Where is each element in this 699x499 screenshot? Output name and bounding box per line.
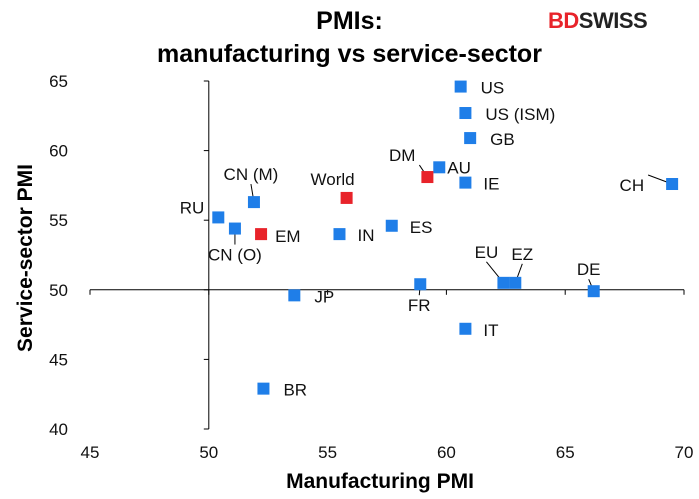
point-label-ch: CH — [620, 176, 645, 195]
point-label-us: US — [481, 79, 505, 98]
point-label-fr: FR — [408, 296, 431, 315]
point-label-it: IT — [483, 321, 498, 340]
point-marker-dm — [421, 171, 434, 184]
point-marker-de — [587, 285, 600, 298]
point-label-gb: GB — [490, 130, 515, 149]
point-marker-jp — [288, 289, 301, 302]
point-marker-ie — [459, 176, 472, 189]
y-tick-label: 45 — [49, 350, 68, 369]
point-label-dm: DM — [389, 146, 415, 165]
point-label-jp: JP — [314, 287, 334, 306]
point-label-us-ism: US (ISM) — [485, 105, 555, 124]
point-marker-it — [459, 322, 472, 335]
point-marker-es — [385, 219, 398, 232]
y-tick-label: 50 — [49, 281, 68, 300]
x-tick-label: 70 — [675, 443, 694, 462]
point-label-em: EM — [275, 227, 301, 246]
chart-title: PMIs: — [316, 7, 383, 35]
point-marker-in — [333, 228, 346, 241]
x-tick-label: 65 — [556, 443, 575, 462]
point-marker-cn-m — [247, 196, 260, 209]
point-marker-em — [255, 228, 268, 241]
x-tick-label: 45 — [81, 443, 100, 462]
point-marker-us-ism — [459, 107, 472, 120]
y-tick-label: 40 — [49, 420, 68, 439]
point-marker-eu — [497, 276, 510, 289]
chart-subtitle: manufacturing vs service-sector — [157, 40, 542, 68]
point-marker-cn-o — [228, 222, 241, 235]
brand-logo-part1: BD — [548, 8, 579, 33]
point-label-au: AU — [447, 158, 471, 177]
y-tick-label: 55 — [49, 211, 68, 230]
x-tick-label: 55 — [318, 443, 337, 462]
y-tick-label: 60 — [49, 142, 68, 161]
x-tick-label: 50 — [199, 443, 218, 462]
y-axis-label: Service-sector PMI — [14, 164, 37, 352]
point-label-eu: EU — [475, 243, 499, 262]
x-axis-label: Manufacturing PMI — [286, 470, 474, 493]
point-marker-au — [433, 161, 446, 174]
point-marker-gb — [464, 132, 477, 145]
point-label-ez: EZ — [511, 245, 533, 264]
point-label-de: DE — [577, 260, 601, 279]
point-marker-us — [454, 80, 467, 93]
x-tick-label: 60 — [437, 443, 456, 462]
brand-logo-part2: SWISS — [578, 8, 648, 33]
y-tick-label: 65 — [49, 72, 68, 91]
point-marker-br — [257, 382, 270, 395]
point-label-cn-o: CN (O) — [208, 246, 262, 265]
point-label-world: World — [311, 170, 355, 189]
point-label-cn-m: CN (M) — [224, 165, 279, 184]
point-label-ie: IE — [483, 175, 499, 194]
point-marker-world — [340, 191, 353, 204]
point-marker-ch — [666, 178, 679, 191]
point-label-es: ES — [410, 218, 433, 237]
point-label-br: BR — [283, 381, 307, 400]
point-marker-ez — [509, 276, 522, 289]
brand-logo: BDSWISS — [548, 8, 648, 34]
point-marker-fr — [414, 278, 427, 291]
point-label-in: IN — [357, 226, 374, 245]
point-marker-ru — [212, 211, 225, 224]
point-label-ru: RU — [180, 198, 205, 217]
